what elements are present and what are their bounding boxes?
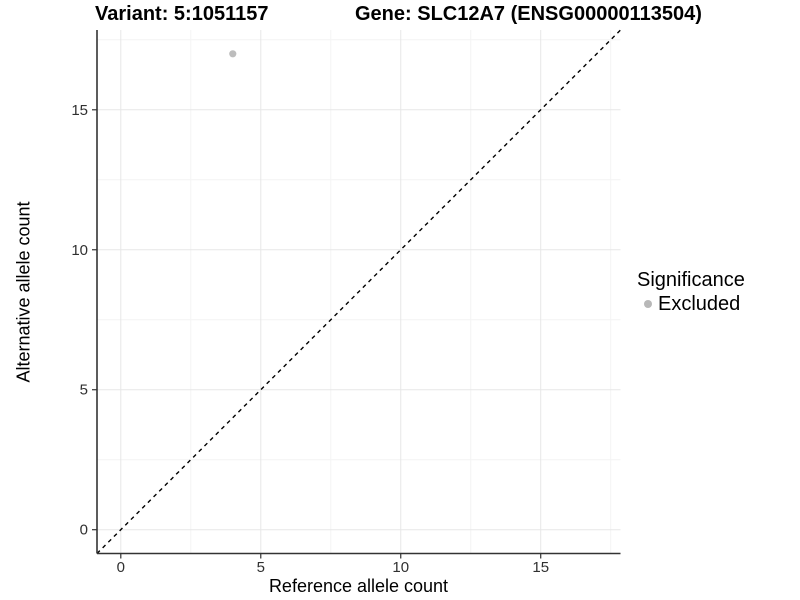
legend-item-label: Excluded <box>658 293 741 315</box>
y-tick-label: 10 <box>71 242 88 259</box>
plot-title-variant: Variant: 5:1051157 <box>95 3 269 25</box>
excluded-marker-icon <box>644 300 652 308</box>
y-tick-label: 5 <box>80 382 88 399</box>
x-tick-label: 10 <box>392 559 409 576</box>
plot-title-gene: Gene: SLC12A7 (ENSG00000113504) <box>355 3 702 25</box>
legend-item-excluded: Excluded <box>637 293 745 315</box>
x-tick-label: 5 <box>257 559 265 576</box>
y-tick-label: 0 <box>80 522 88 539</box>
legend: Significance Excluded <box>637 269 745 315</box>
y-axis-title: Alternative allele count <box>13 201 34 383</box>
identity-line <box>96 29 621 554</box>
x-tick-label: 0 <box>117 559 125 576</box>
data-point <box>229 50 237 58</box>
x-tick-label: 15 <box>532 559 549 576</box>
y-tick-label: 15 <box>71 102 88 119</box>
x-axis-title: Reference allele count <box>268 576 449 596</box>
legend-title: Significance <box>637 269 745 291</box>
